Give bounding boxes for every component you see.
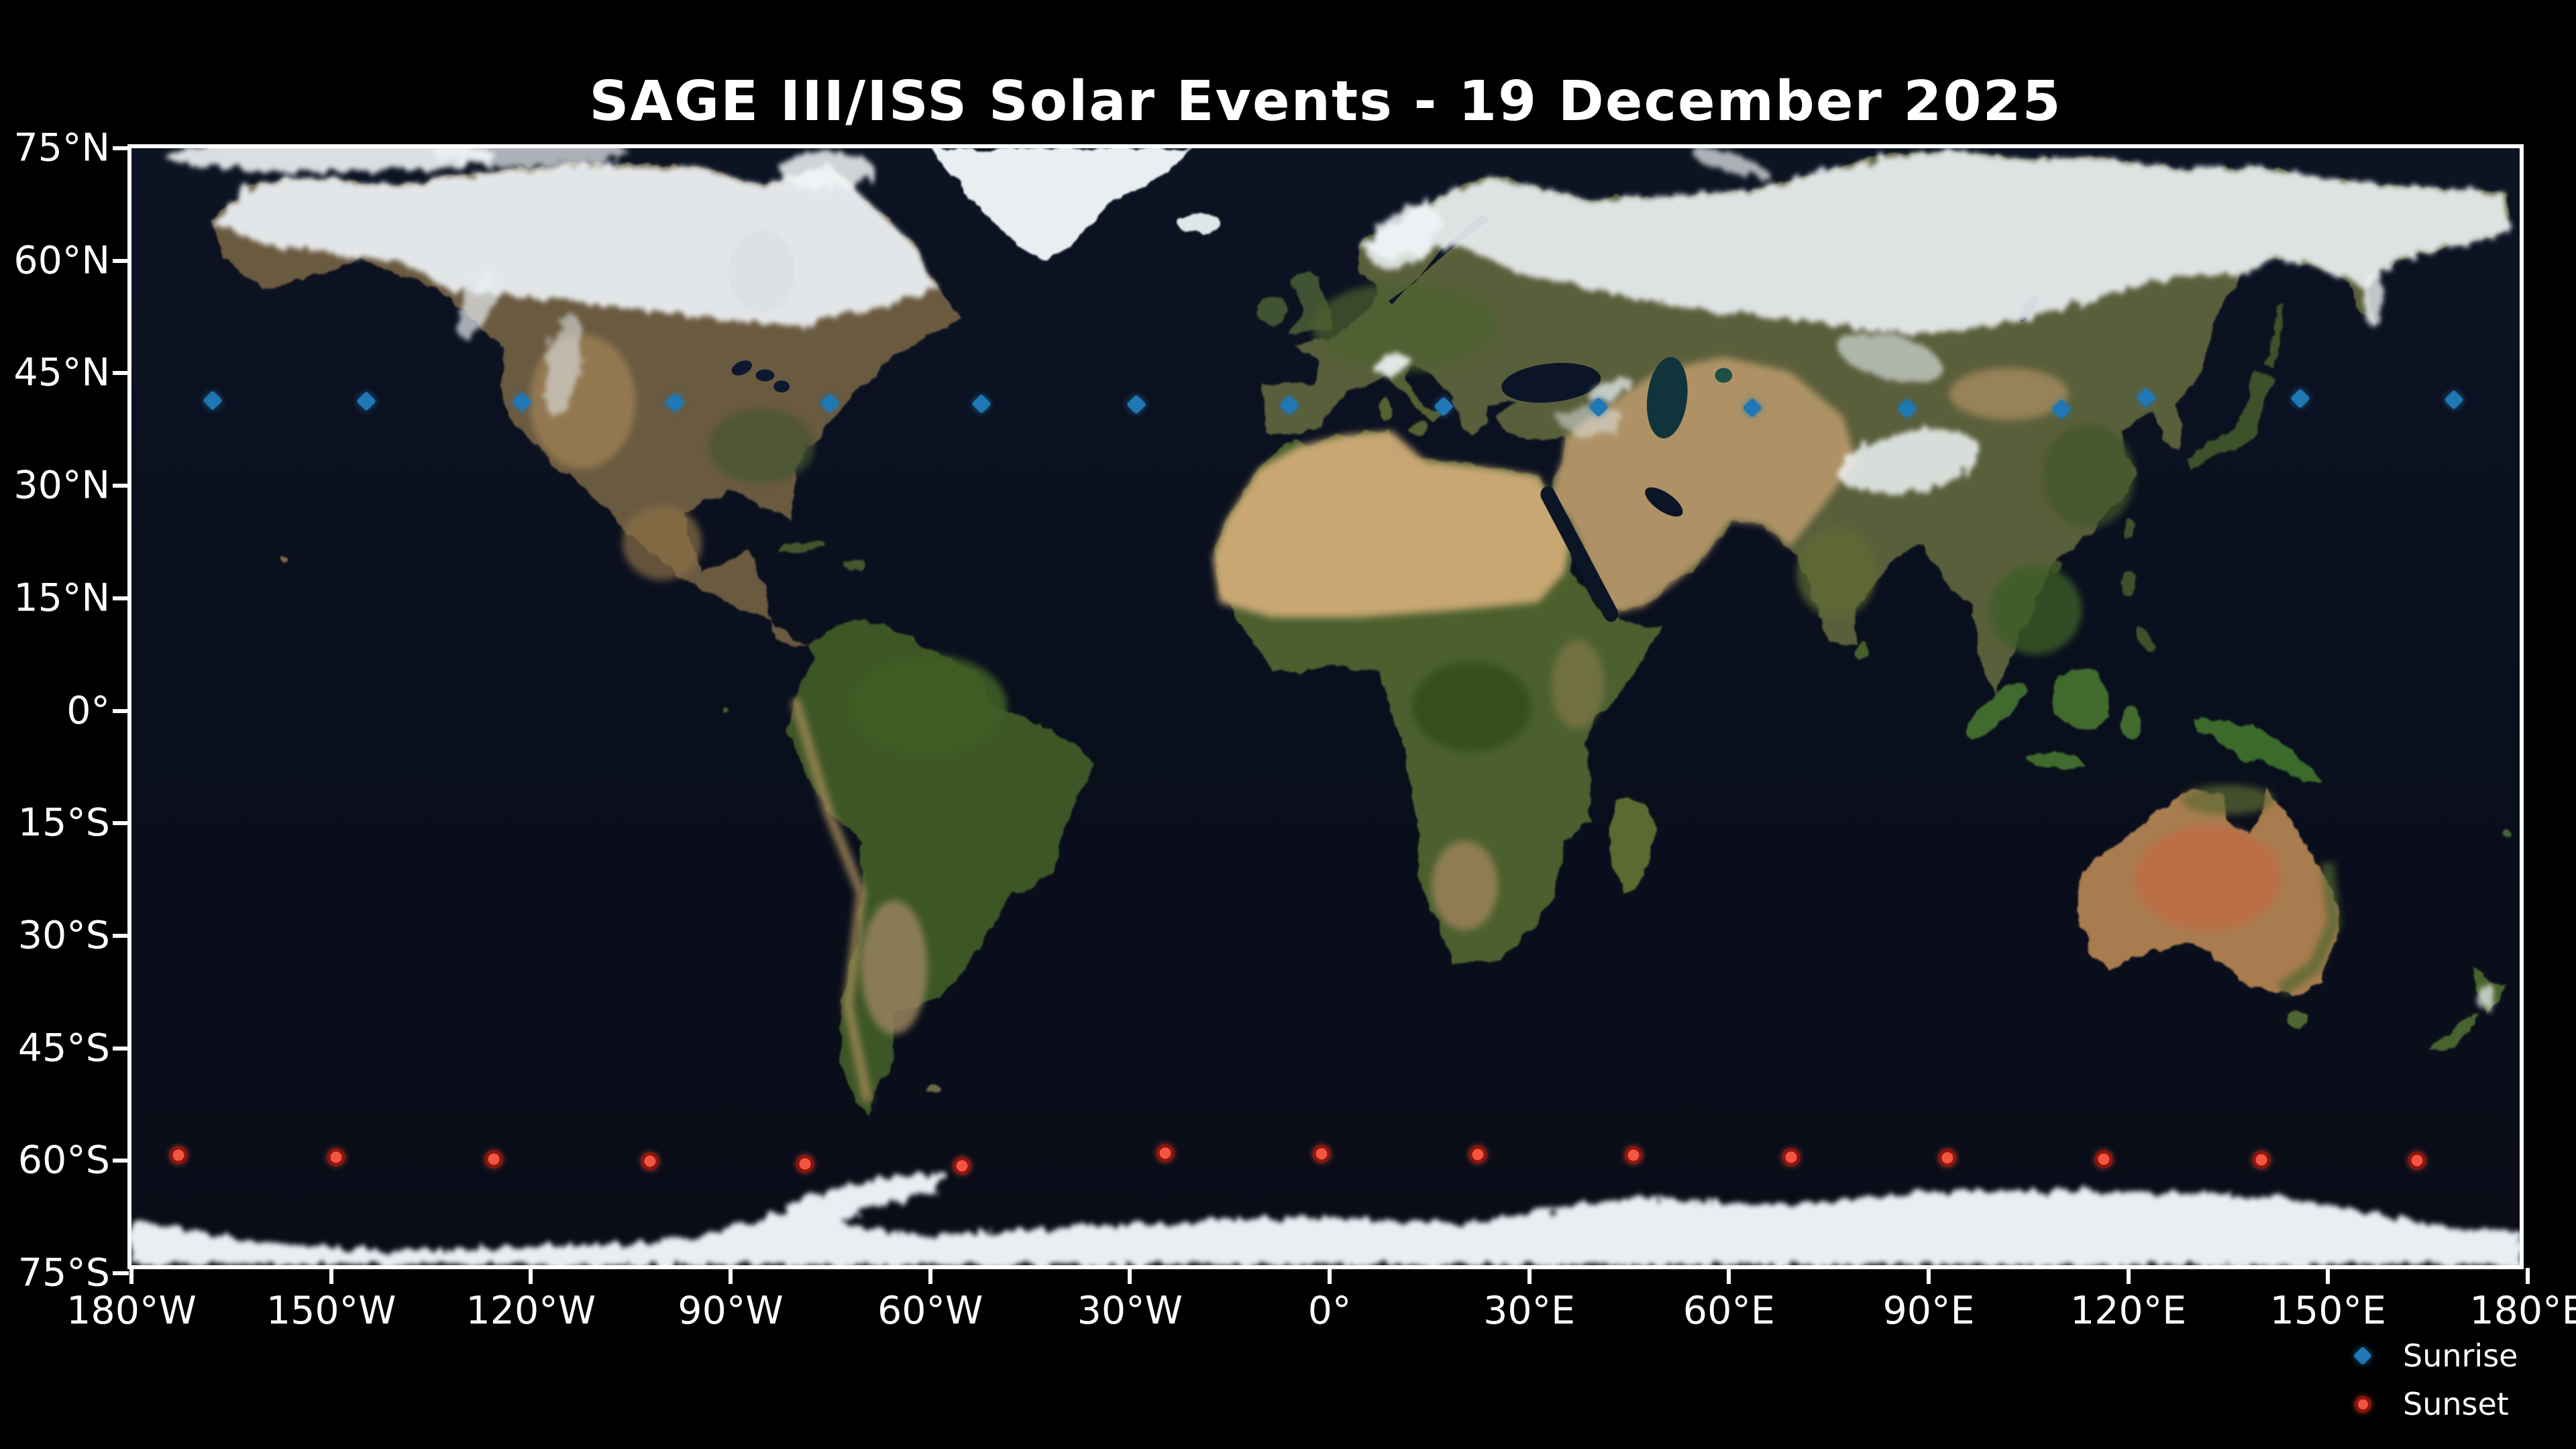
legend: Sunrise Sunset [2322,1335,2518,1425]
world-map-image [131,148,2520,1265]
x-axis-tick-mark [329,1268,333,1284]
y-axis-tick-mark [113,146,129,150]
sunrise-marker [356,390,377,411]
sunrise-marker [2051,399,2072,419]
x-axis-tick-label: 150°W [266,1289,396,1333]
sunrise-marker [203,390,223,411]
x-axis-tick-label: 30°E [1483,1289,1576,1333]
x-axis-tick-mark [729,1268,733,1284]
x-axis-tick-mark [1527,1268,1532,1284]
x-axis-tick-mark [1128,1268,1132,1284]
y-axis-tick-label: 30°S [17,913,110,958]
sunset-marker [1468,1145,1487,1164]
x-axis-tick-mark [129,1268,133,1284]
y-axis-tick-label: 45°S [17,1026,110,1071]
x-axis-tick-label: 180°W [66,1289,197,1333]
y-axis-tick-mark [113,933,129,938]
legend-label-sunrise: Sunrise [2403,1338,2518,1374]
sunrise-marker [1279,395,1300,416]
y-axis-tick-mark [113,258,129,263]
snow-cover [164,148,2507,1012]
x-axis-tick-mark [2526,1268,2530,1284]
sunset-marker [1782,1148,1801,1167]
y-axis-tick-mark [113,484,129,488]
y-axis-tick-label: 15°N [13,576,110,621]
y-axis-tick-mark [113,1046,129,1051]
sunset-marker [2408,1151,2426,1170]
sunrise-marker [1742,397,1762,418]
sunrise-marker [819,393,840,413]
x-axis-tick-label: 0° [1307,1289,1352,1333]
sunset-marker [2252,1150,2271,1169]
sunrise-marker [1897,398,1918,419]
y-axis-tick-label: 15°S [17,800,110,845]
x-axis-tick-label: 30°W [1077,1289,1183,1333]
x-axis-tick-label: 90°W [678,1289,784,1333]
sunrise-marker [512,392,533,412]
x-axis-tick-mark [1927,1268,1931,1284]
y-axis-tick-label: 0° [66,688,110,733]
y-axis-tick-mark [113,821,129,826]
x-axis-tick-mark [529,1268,533,1284]
sunset-marker [169,1146,188,1165]
sunset-marker [953,1157,971,1175]
sunset-marker [796,1155,814,1173]
y-axis-tick-mark [113,371,129,376]
sunrise-marker [2290,388,2310,409]
x-axis-tick-label: 60°E [1682,1289,1775,1333]
x-axis-tick-mark [2126,1268,2131,1284]
sunrise-marker [1126,394,1147,415]
x-axis-tick-label: 120°W [466,1289,596,1333]
y-axis-tick-label: 60°S [17,1138,110,1183]
sunset-marker [641,1152,659,1171]
legend-label-sunset: Sunset [2403,1386,2509,1422]
y-axis-tick-label: 75°S [17,1250,110,1295]
marker-layer [131,148,2520,1265]
x-axis-tick-mark [928,1268,932,1284]
x-axis-tick-label: 90°E [1882,1289,1975,1333]
x-axis-tick-mark [2326,1268,2330,1284]
antarctica [131,1172,2520,1265]
y-axis-tick-label: 60°N [13,238,110,283]
sunset-marker [484,1150,503,1169]
x-axis-tick-label: 60°W [877,1289,983,1333]
sunrise-marker [971,394,991,415]
sunrise-marker [2444,389,2464,410]
y-axis-tick-mark [113,708,129,713]
map-plot-area: 75°N 60°N 45°N 30°N 15°N 0° 15°S 30°S 45°S 60°S 75… [13,129,2576,1330]
x-axis-tick-label: 150°E [2269,1289,2386,1333]
x-axis-tick-label: 180°E [2469,1289,2576,1333]
legend-row-sunset: Sunset [2322,1383,2518,1425]
sunset-marker [2094,1150,2113,1169]
x-axis-tick-mark [1727,1268,1731,1284]
sunset-marker [1156,1144,1175,1163]
x-axis-tick-label: 120°E [2070,1289,2187,1333]
x-axis-tick-mark [1328,1268,1332,1284]
page-title: SAGE III/ISS Solar Events - 19 December … [589,70,2062,133]
legend-row-sunrise: Sunrise [2322,1335,2518,1377]
y-axis-tick-label: 75°N [13,125,110,170]
sunrise-marker [1433,396,1454,417]
sunrise-marker [2136,388,2157,409]
y-axis-tick-mark [113,1271,129,1275]
terrain-tints [529,282,2341,1103]
sunset-dot-icon [2354,1395,2371,1413]
sunset-marker [1312,1144,1331,1163]
sunset-marker [1624,1146,1643,1165]
sunrise-marker [664,392,685,413]
sunset-marker [1938,1148,1957,1167]
y-axis-tick-mark [113,1159,129,1163]
sunrise-marker [1588,396,1609,417]
y-axis-tick-mark [113,596,129,600]
y-axis-tick-label: 45°N [13,350,110,395]
sunrise-diamond-icon [2353,1346,2373,1366]
y-axis-tick-label: 30°N [13,463,110,508]
sunset-marker [327,1148,345,1167]
